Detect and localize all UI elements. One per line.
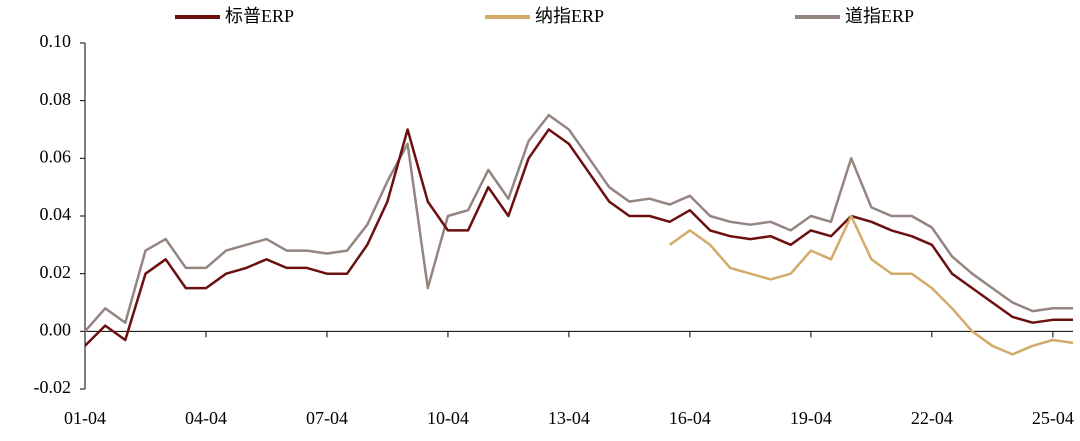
x-tick-label: 04-04 <box>185 408 227 428</box>
y-tick-label: 0.06 <box>40 146 72 166</box>
series-line <box>84 113 1073 333</box>
x-tick-label: 07-04 <box>306 408 348 428</box>
series-line <box>84 128 1073 347</box>
y-tick-label: 0.02 <box>40 262 72 282</box>
legend-label: 纳指ERP <box>535 6 604 26</box>
x-tick-label: 01-04 <box>64 408 106 428</box>
y-tick-label: 0.08 <box>40 89 72 109</box>
x-tick-label: 25-04 <box>1032 408 1074 428</box>
x-tick-label: 22-04 <box>911 408 953 428</box>
y-tick-label: 0.10 <box>40 31 72 51</box>
y-tick-label: -0.02 <box>34 377 72 397</box>
legend-label: 道指ERP <box>845 6 914 26</box>
x-tick-label: 13-04 <box>548 408 590 428</box>
x-tick-label: 16-04 <box>669 408 711 428</box>
legend-label: 标普ERP <box>225 6 294 26</box>
y-tick-label: 0.00 <box>40 319 72 339</box>
x-tick-label: 19-04 <box>790 408 832 428</box>
series-line <box>668 214 1074 356</box>
y-tick-label: 0.04 <box>40 204 72 224</box>
x-tick-label: 10-04 <box>427 408 469 428</box>
